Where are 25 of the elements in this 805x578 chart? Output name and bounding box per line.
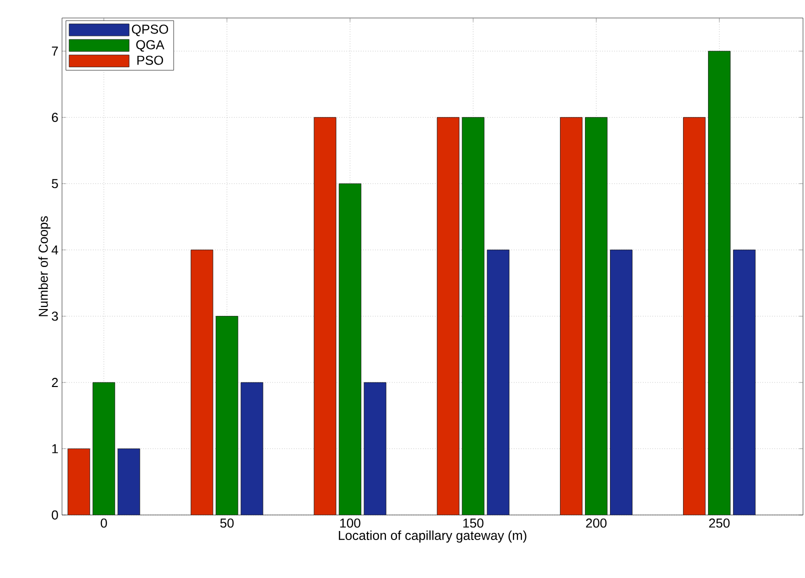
legend-label: QPSO: [132, 24, 168, 36]
legend-label: QGA: [136, 40, 164, 52]
legend-label: PSO: [137, 56, 164, 65]
x-tick-label: 200: [586, 518, 607, 528]
x-axis-title: Location of capillary gateway (m): [338, 530, 526, 543]
x-tick-label: 100: [340, 518, 360, 528]
y-tick-label: 4: [52, 245, 58, 254]
bar: [462, 117, 484, 515]
bar: [338, 183, 362, 515]
x-tick-label: 150: [463, 518, 484, 528]
y-tick-label: 1: [52, 444, 58, 454]
bar: [216, 316, 238, 515]
y-tick-label: 0: [52, 510, 58, 520]
bar: [708, 50, 731, 515]
x-tick-label: 250: [709, 518, 730, 528]
y-tick-label: 5: [52, 179, 58, 188]
y-tick-label: 6: [52, 112, 58, 122]
x-tick-label: 0: [100, 518, 107, 528]
y-tick-label: 2: [52, 378, 58, 387]
y-axis-title: Number of Coops: [38, 216, 50, 316]
x-tick-label: 50: [220, 518, 234, 528]
bar: [92, 382, 116, 515]
bar: [585, 117, 608, 515]
y-tick-label: 3: [52, 312, 58, 321]
y-tick-label: 7: [52, 46, 58, 56]
